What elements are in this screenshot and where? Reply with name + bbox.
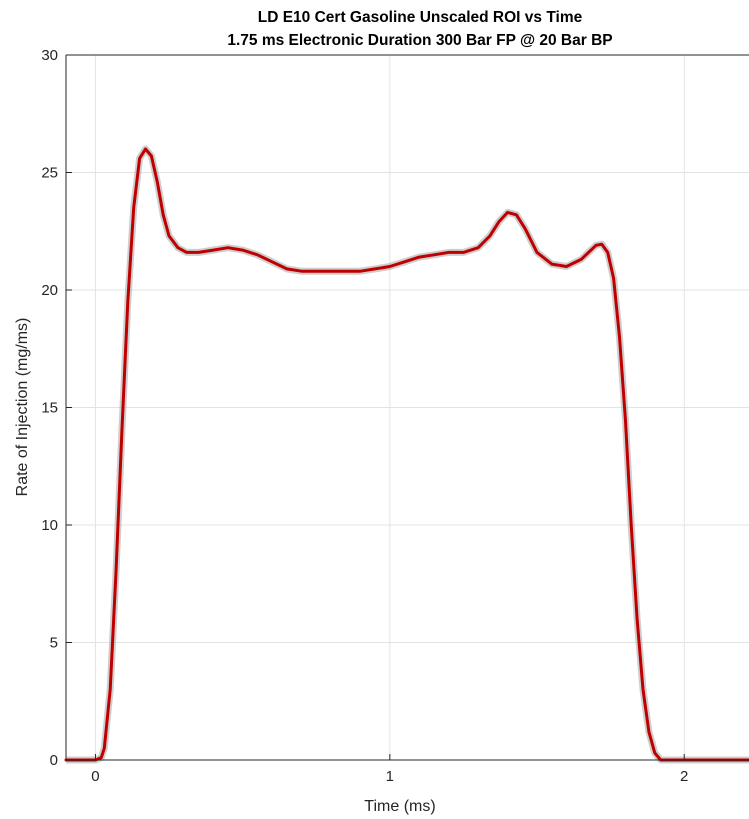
y-tick-label-3: 15 xyxy=(41,400,58,417)
y-tick-label-4: 20 xyxy=(41,282,58,299)
y-tick-label-0: 0 xyxy=(50,752,58,769)
x-axis-label: Time (ms) xyxy=(364,798,435,815)
sample-spread-band xyxy=(66,145,749,764)
chart-title-line-1: LD E10 Cert Gasoline Unscaled ROI vs Tim… xyxy=(258,9,583,26)
tick-labels: 0 5 10 15 20 25 30 0 1 2 xyxy=(41,47,688,785)
y-tick-label-2: 10 xyxy=(41,517,58,534)
series-0-line xyxy=(64,147,749,762)
series-layer xyxy=(64,147,749,762)
x-tick-label-0: 0 xyxy=(91,768,99,785)
chart-title-line-2: 1.75 ms Electronic Duration 300 Bar FP @… xyxy=(227,32,612,49)
y-tick-label-1: 5 xyxy=(50,635,58,652)
series-0-spread xyxy=(66,145,749,764)
y-tick-label-6: 30 xyxy=(41,47,58,64)
x-tick-label-1: 1 xyxy=(386,768,394,785)
axes xyxy=(65,54,749,761)
y-axis-label: Rate of Injection (mg/ms) xyxy=(14,318,31,497)
y-tick-label-5: 25 xyxy=(41,165,58,182)
grid xyxy=(66,54,749,761)
x-tick-label-2: 2 xyxy=(680,768,688,785)
